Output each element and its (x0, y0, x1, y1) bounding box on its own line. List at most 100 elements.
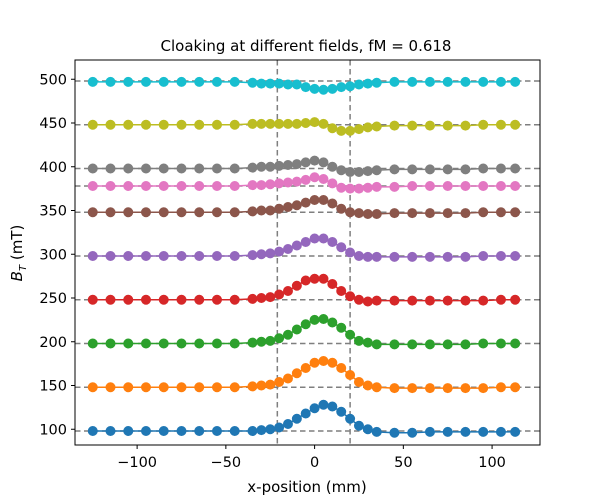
data-point (345, 81, 356, 92)
data-point (140, 163, 151, 174)
data-point (424, 251, 435, 262)
data-point (309, 314, 320, 325)
data-point (353, 208, 364, 219)
data-point (309, 155, 320, 166)
data-point (495, 76, 506, 87)
data-point (424, 164, 435, 175)
data-point (460, 76, 471, 87)
data-point (194, 163, 205, 174)
data-point (495, 294, 506, 305)
series-7 (87, 172, 521, 194)
data-point (407, 208, 418, 219)
data-point (345, 247, 356, 258)
data-point (87, 163, 98, 174)
data-point (442, 208, 453, 219)
data-point (247, 180, 258, 191)
data-point (229, 76, 240, 87)
data-point (478, 426, 489, 437)
data-point (256, 205, 267, 216)
data-point (247, 162, 258, 173)
data-point (265, 179, 276, 190)
y-axis-label-group: BT (mT) (8, 225, 29, 282)
data-point (371, 77, 382, 88)
data-point (105, 181, 116, 191)
data-point (510, 119, 521, 130)
data-point (140, 251, 151, 261)
data-point (256, 425, 267, 436)
data-point (229, 338, 240, 349)
data-point (309, 403, 320, 414)
data-point (105, 119, 116, 130)
data-point (194, 251, 205, 261)
data-point (478, 181, 489, 191)
data-point (105, 338, 116, 349)
data-point (336, 82, 347, 93)
data-point (327, 401, 338, 412)
data-point (105, 426, 116, 436)
data-point (256, 249, 267, 260)
data-point (87, 294, 98, 305)
data-point (424, 426, 435, 437)
data-point (274, 289, 285, 300)
data-point (176, 76, 187, 87)
data-point (105, 382, 116, 393)
data-point (318, 174, 329, 184)
data-point (327, 178, 338, 189)
data-point (158, 181, 169, 191)
data-point (300, 237, 311, 247)
data-point (140, 181, 151, 191)
data-point (362, 166, 373, 177)
data-point (265, 248, 276, 259)
data-point (176, 338, 187, 349)
data-point (327, 198, 338, 209)
data-point (353, 167, 364, 177)
data-point (265, 118, 276, 129)
data-point (389, 383, 400, 394)
data-point (389, 295, 400, 306)
data-point (424, 120, 435, 131)
y-tick-label: 350 (39, 204, 67, 220)
data-point (247, 77, 258, 88)
data-point (291, 176, 302, 187)
data-point (87, 207, 98, 218)
data-point (460, 164, 471, 175)
data-point (318, 356, 329, 366)
data-point (247, 206, 258, 217)
data-point (478, 338, 489, 349)
data-point (318, 84, 329, 95)
data-point (362, 296, 373, 307)
data-point (510, 382, 521, 393)
data-point (247, 293, 258, 304)
data-point (291, 79, 302, 90)
data-point (336, 165, 347, 176)
data-point (327, 357, 338, 368)
data-point (87, 119, 98, 130)
data-point (291, 280, 302, 291)
data-point (495, 426, 506, 437)
data-point (407, 164, 418, 175)
data-point (256, 380, 267, 391)
data-point (336, 242, 347, 253)
data-point (274, 377, 285, 387)
data-point (460, 208, 471, 219)
data-point (176, 426, 187, 436)
data-point (460, 251, 471, 262)
axis-ticks: −100 −50 0 50 100 100 150 200 250 300 350 400 450 500 (39, 72, 506, 471)
series-6 (87, 195, 521, 219)
data-point (353, 335, 364, 346)
data-point (353, 420, 364, 431)
y-axis-label: BT (mT) (8, 225, 29, 282)
data-point (176, 119, 187, 130)
data-point (229, 382, 240, 393)
data-point (291, 240, 302, 251)
data-point (371, 295, 382, 306)
data-point (282, 419, 293, 429)
data-point (300, 363, 311, 373)
x-tick-label: −50 (211, 455, 242, 471)
data-point (247, 250, 258, 261)
data-point (194, 181, 205, 191)
data-point (309, 117, 320, 128)
data-point (140, 119, 151, 130)
data-point (442, 181, 453, 191)
